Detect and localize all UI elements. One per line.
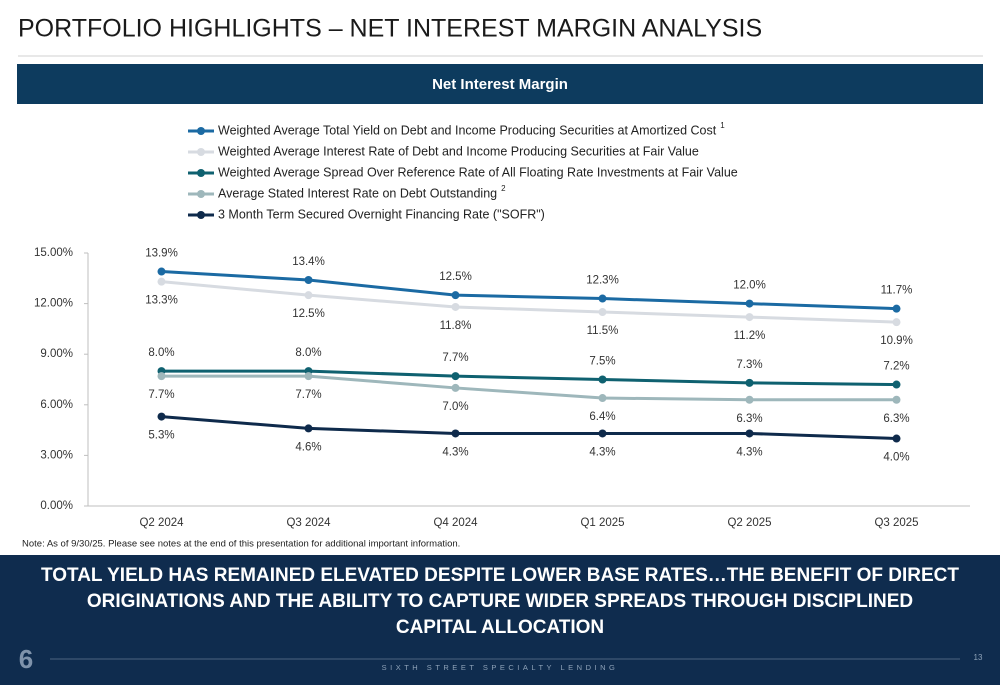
data-point <box>451 383 460 392</box>
legend-label: Weighted Average Total Yield on Debt and… <box>218 123 717 137</box>
data-label: 4.0% <box>883 452 909 464</box>
x-tick-label: Q2 2025 <box>727 517 771 529</box>
data-label: 13.4% <box>292 256 325 268</box>
banner <box>17 64 983 104</box>
y-tick-label: 12.00% <box>34 298 73 310</box>
legend-marker <box>197 169 205 177</box>
headline: ORIGINATIONS AND THE ABILITY TO CAPTURE … <box>87 591 913 612</box>
data-point <box>157 372 166 381</box>
y-tick-label: 9.00% <box>40 348 73 360</box>
data-point <box>598 375 607 384</box>
data-point <box>892 318 901 327</box>
data-label: 12.0% <box>733 280 766 292</box>
x-tick-label: Q3 2024 <box>286 517 331 529</box>
data-point <box>451 302 460 311</box>
data-label: 6.3% <box>883 413 909 425</box>
data-label: 4.6% <box>295 441 321 453</box>
data-label: 12.3% <box>586 275 619 287</box>
legend-marker <box>197 148 205 156</box>
data-point <box>598 394 607 403</box>
note: Note: As of 9/30/25. Please see notes at… <box>22 539 460 550</box>
footer-panel <box>0 555 1000 685</box>
y-tick-label: 15.00% <box>34 247 73 259</box>
data-point <box>451 291 460 300</box>
banner-title: Net Interest Margin <box>432 76 568 93</box>
data-point <box>892 395 901 404</box>
legend-label: 3 Month Term Secured Overnight Financing… <box>218 207 545 221</box>
data-point <box>745 395 754 404</box>
data-label: 7.7% <box>148 389 174 401</box>
x-tick-label: Q4 2024 <box>433 517 478 529</box>
series-line <box>161 374 897 402</box>
data-point <box>598 294 607 303</box>
data-point <box>745 429 754 438</box>
data-point <box>745 299 754 308</box>
data-label: 11.7% <box>881 285 913 297</box>
series-line <box>161 280 897 324</box>
data-point <box>598 308 607 317</box>
y-tick-label: 0.00% <box>40 500 73 512</box>
legend-marker <box>197 127 205 135</box>
data-label: 7.7% <box>295 389 321 401</box>
y-tick-label: 3.00% <box>40 449 73 461</box>
logo: 6 <box>19 644 33 674</box>
legend-marker <box>197 190 205 198</box>
legend-label: Weighted Average Spread Over Reference R… <box>218 165 738 179</box>
data-label: 10.9% <box>880 335 913 347</box>
legend-label: Weighted Average Interest Rate of Debt a… <box>218 144 699 158</box>
legend-marker <box>197 211 205 219</box>
headline: TOTAL YIELD HAS REMAINED ELEVATED DESPIT… <box>41 565 959 586</box>
data-point <box>157 277 166 286</box>
company-name: SIXTH STREET SPECIALTY LENDING <box>382 663 619 672</box>
data-label: 8.0% <box>148 347 174 359</box>
x-tick-label: Q1 2025 <box>580 517 624 529</box>
legend-footnote: 2 <box>501 184 506 193</box>
data-label: 7.3% <box>736 359 762 371</box>
y-tick-label: 6.00% <box>40 399 73 411</box>
series-line <box>161 270 897 311</box>
data-point <box>304 424 313 433</box>
data-label: 13.3% <box>145 295 178 307</box>
headline: CAPITAL ALLOCATION <box>396 617 604 638</box>
data-point <box>451 372 460 381</box>
data-label: 7.5% <box>589 356 615 368</box>
data-point <box>157 412 166 421</box>
data-point <box>745 378 754 387</box>
data-point <box>304 291 313 300</box>
data-label: 6.3% <box>736 413 762 425</box>
data-label: 11.2% <box>734 330 766 342</box>
slide-title: PORTFOLIO HIGHLIGHTS – NET INTEREST MARG… <box>18 15 762 43</box>
data-point <box>892 304 901 313</box>
data-point <box>745 313 754 322</box>
page-number: 13 <box>974 653 983 662</box>
data-label: 11.8% <box>440 320 472 332</box>
data-label: 4.3% <box>736 447 762 459</box>
legend-label: Average Stated Interest Rate on Debt Out… <box>218 186 497 200</box>
series-line <box>161 415 897 441</box>
data-point <box>304 372 313 381</box>
data-label: 7.7% <box>442 352 468 364</box>
data-label: 13.9% <box>145 248 178 260</box>
data-label: 11.5% <box>587 325 619 337</box>
data-point <box>598 429 607 438</box>
data-label: 6.4% <box>589 411 615 423</box>
data-label: 12.5% <box>439 271 472 283</box>
data-point <box>892 434 901 443</box>
data-point <box>892 380 901 389</box>
legend-footnote: 1 <box>720 121 725 130</box>
data-point <box>451 429 460 438</box>
data-label: 7.2% <box>883 361 909 373</box>
data-label: 8.0% <box>295 347 321 359</box>
data-point <box>157 267 166 276</box>
x-tick-label: Q2 2024 <box>139 517 184 529</box>
series-line <box>161 369 897 387</box>
data-label: 7.0% <box>442 401 468 413</box>
data-label: 4.3% <box>589 447 615 459</box>
data-label: 5.3% <box>148 430 174 442</box>
data-point <box>304 275 313 284</box>
x-tick-label: Q3 2025 <box>874 517 918 529</box>
data-label: 12.5% <box>292 308 325 320</box>
data-label: 4.3% <box>442 447 468 459</box>
